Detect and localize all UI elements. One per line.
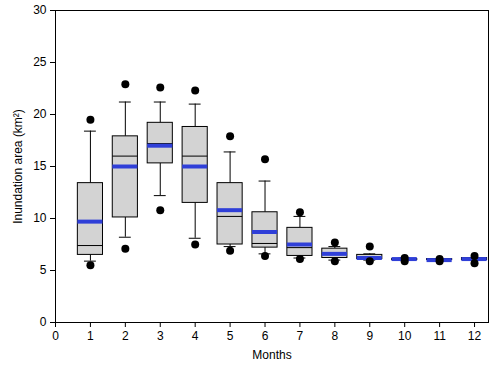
svg-text:8: 8 <box>332 329 339 343</box>
svg-text:3: 3 <box>157 329 164 343</box>
svg-text:5: 5 <box>40 263 47 277</box>
svg-text:4: 4 <box>192 329 199 343</box>
svg-text:30: 30 <box>33 3 47 17</box>
svg-text:10: 10 <box>398 329 412 343</box>
svg-text:20: 20 <box>33 107 47 121</box>
svg-text:5: 5 <box>227 329 234 343</box>
svg-text:1: 1 <box>87 329 94 343</box>
svg-text:15: 15 <box>33 159 47 173</box>
svg-text:11: 11 <box>433 329 446 343</box>
svg-text:10: 10 <box>33 211 47 225</box>
svg-text:6: 6 <box>262 329 269 343</box>
svg-text:7: 7 <box>297 329 304 343</box>
svg-text:9: 9 <box>366 329 373 343</box>
svg-text:0: 0 <box>52 329 59 343</box>
svg-text:Inundation area (km²): Inundation area (km²) <box>11 109 25 224</box>
svg-text:Months: Months <box>252 348 291 362</box>
svg-text:25: 25 <box>33 55 47 69</box>
svg-text:0: 0 <box>40 315 47 329</box>
svg-text:2: 2 <box>122 329 129 343</box>
svg-text:12: 12 <box>468 329 482 343</box>
